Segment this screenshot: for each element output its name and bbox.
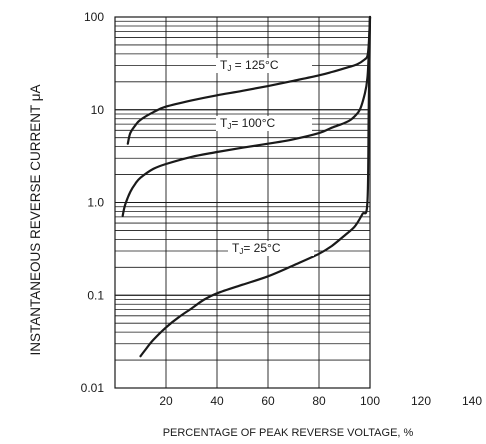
- y-tick-label: 0.1: [87, 288, 104, 302]
- y-tick-label: 100: [84, 10, 104, 24]
- curve-series-1: [126, 15, 372, 145]
- x-tick-label: 20: [159, 394, 173, 408]
- curve-labels: TJ = 125°C TJ= 100°C TJ= 25°C: [216, 58, 314, 256]
- plot-frame: [114, 16, 371, 389]
- x-tick-label: 140: [462, 394, 482, 408]
- x-tick-label: 80: [312, 394, 326, 408]
- curve-label-bg-2: [216, 116, 312, 131]
- curves: [121, 15, 372, 358]
- x-tick-label: 60: [261, 394, 275, 408]
- y-tick-label: 1.0: [87, 196, 104, 210]
- x-axis-label: PERCENTAGE OF PEAK REVERSE VOLTAGE, %: [163, 427, 414, 439]
- x-tick-label: 40: [210, 394, 224, 408]
- curve-label-1: TJ = 125°C: [220, 58, 279, 73]
- x-tick-labels: 20 40 60 80 100 120 140: [159, 394, 482, 408]
- curve-label-3: TJ= 25°C: [232, 241, 281, 256]
- y-axis-label: INSTANTANEOUS REVERSE CURRENT μA: [28, 84, 43, 355]
- curve-label-2: TJ= 100°C: [220, 116, 276, 131]
- curve-label-bg-1: [216, 58, 312, 73]
- curve-series-3: [139, 15, 372, 358]
- x-tick-label: 120: [411, 394, 431, 408]
- y-tick-labels: 0.01 0.1 1.0 10 100: [81, 10, 105, 395]
- curve-series-2: [121, 15, 372, 217]
- x-tick-label: 100: [360, 394, 380, 408]
- y-tick-label: 10: [91, 103, 105, 117]
- curve-label-bg-3: [228, 241, 314, 256]
- y-tick-label: 0.01: [81, 381, 105, 395]
